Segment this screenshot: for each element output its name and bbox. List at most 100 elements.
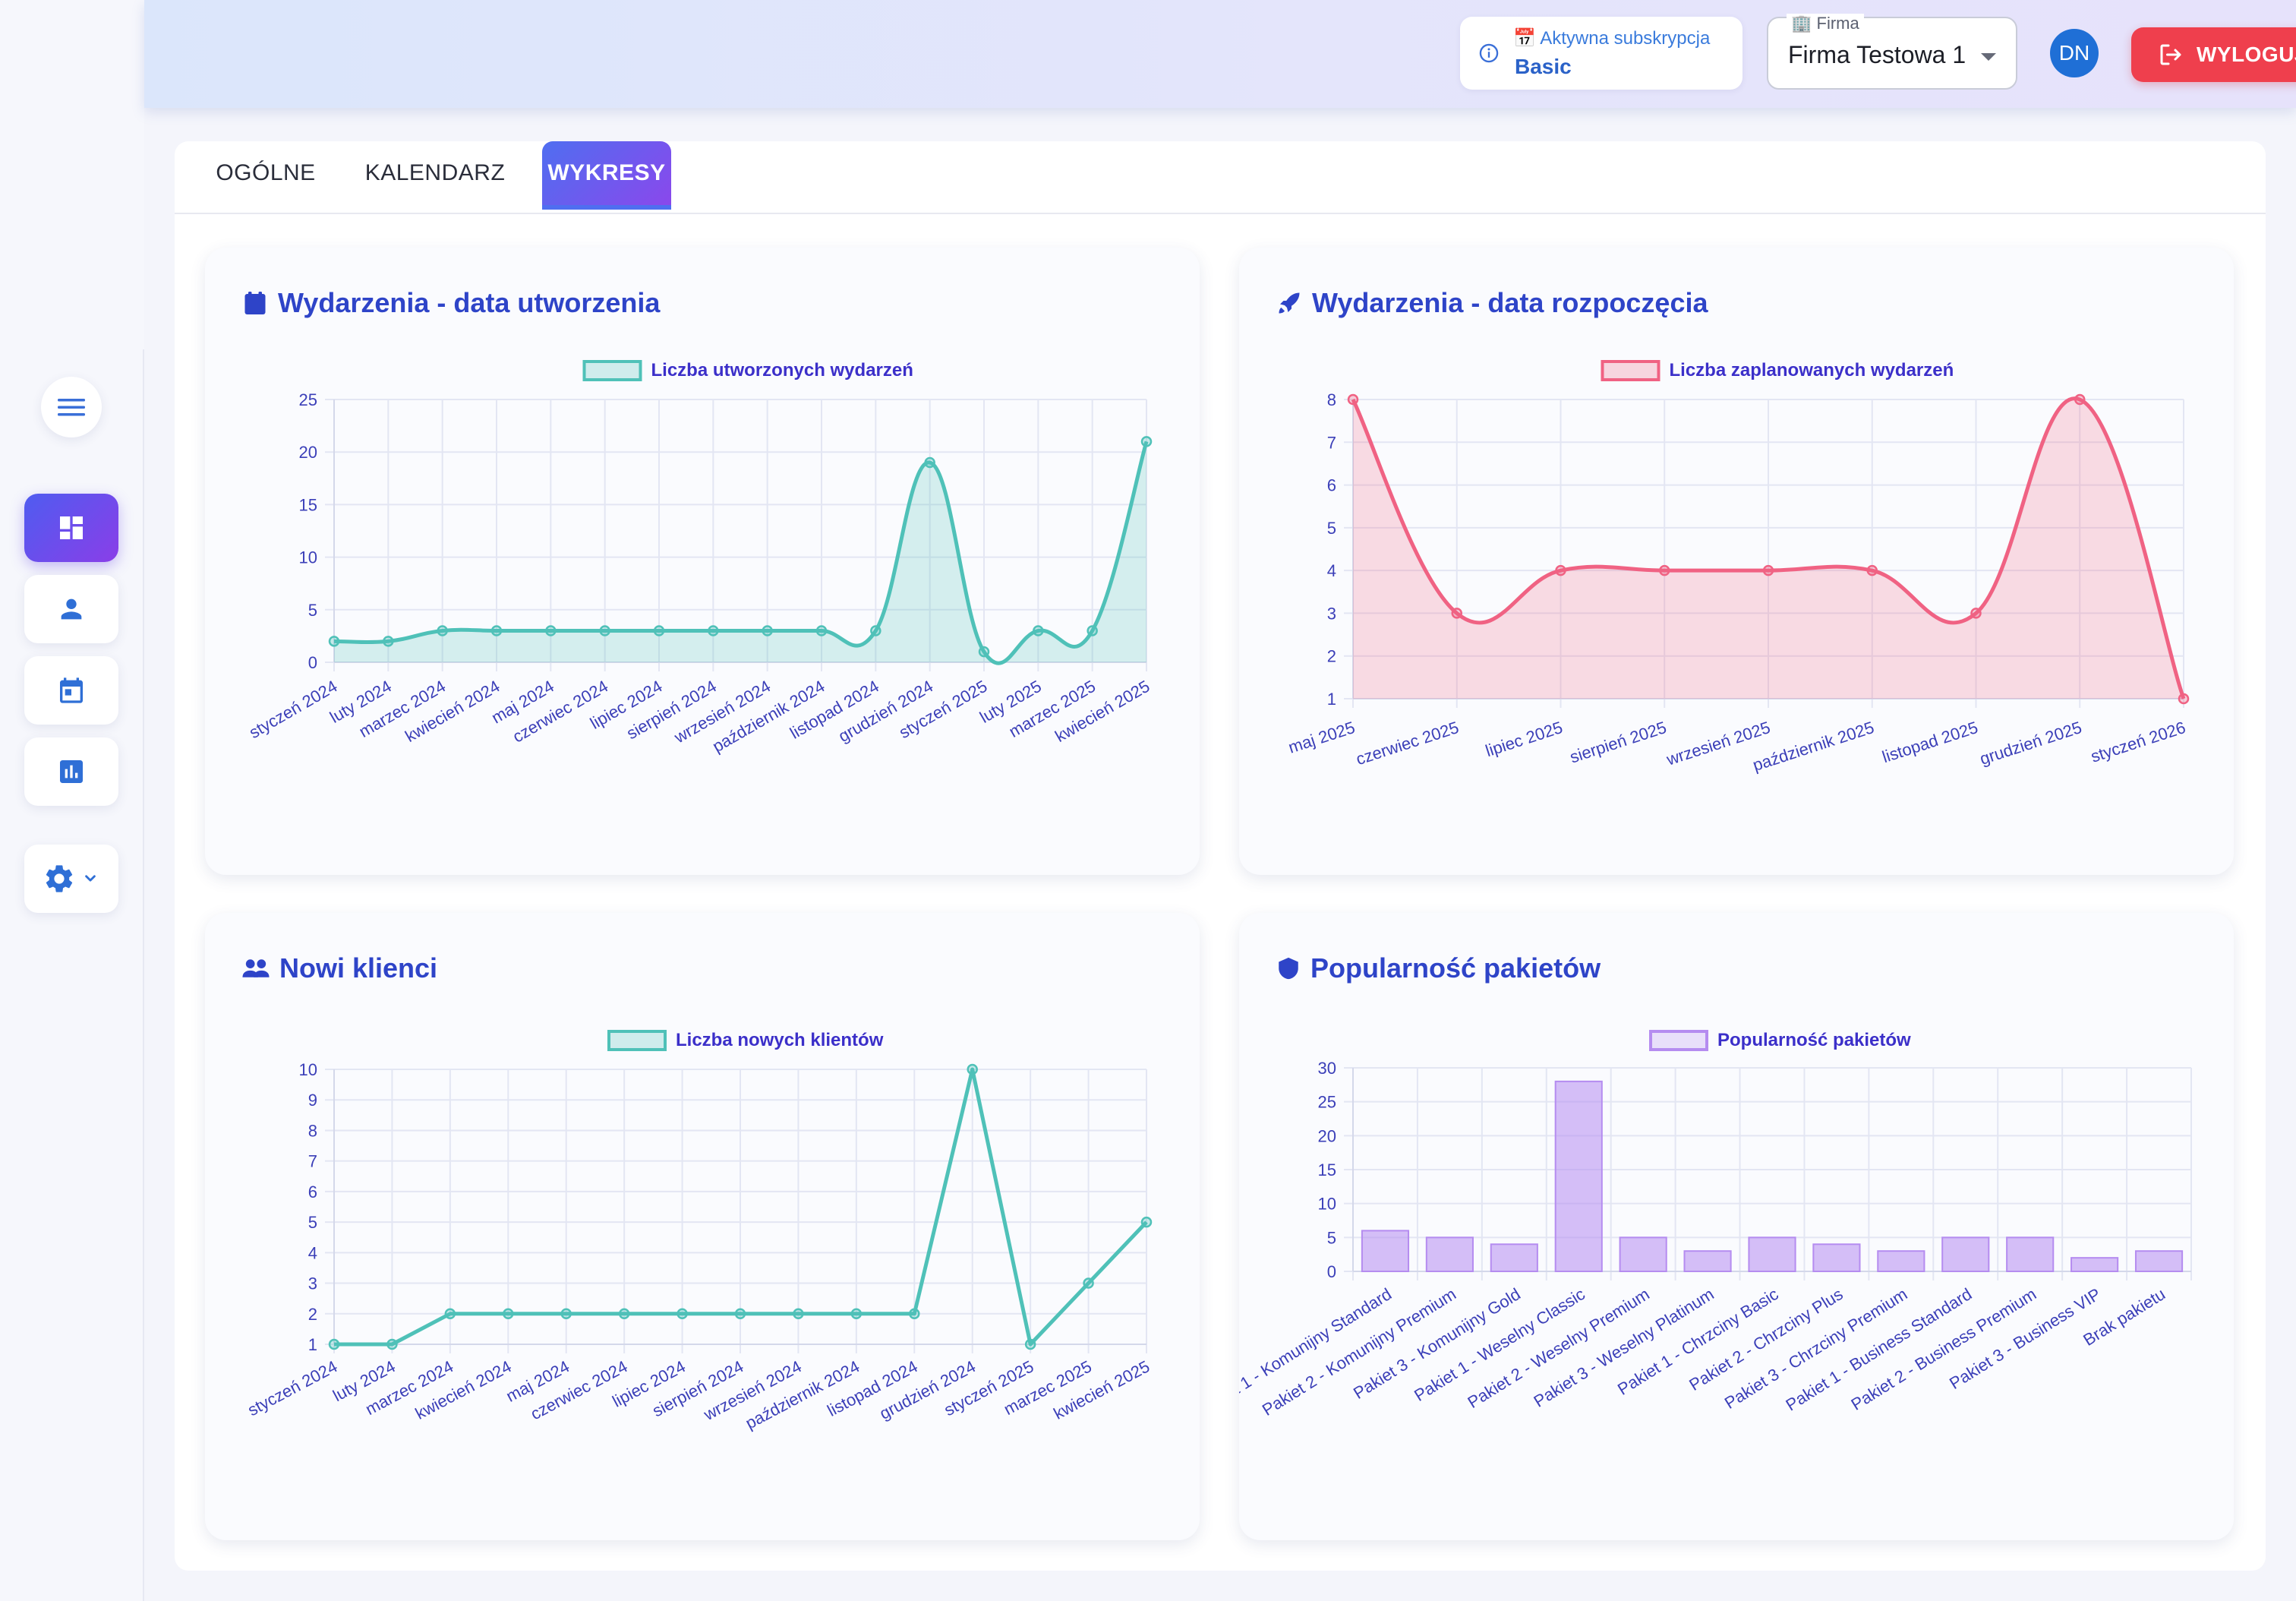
chart-events-created: Liczba utworzonych wydarzeń 0 5 10 15 20 25 sty… [246, 360, 1153, 756]
bar [1554, 1080, 1603, 1272]
y-tick-label: 20 [1318, 1126, 1336, 1145]
y-tick-label: 7 [308, 1152, 317, 1171]
y-tick-label: 10 [299, 1060, 317, 1079]
data-point [1762, 564, 1774, 576]
bar [2134, 1250, 2184, 1273]
active-tab-indicator [542, 205, 671, 210]
data-point [762, 625, 773, 636]
info-icon [1479, 43, 1499, 63]
bar [1877, 1250, 1925, 1273]
y-tick-label: 0 [1327, 1262, 1336, 1281]
people-icon [242, 959, 270, 977]
x-tick-label: styczeń 2024 [246, 677, 341, 742]
data-point [653, 625, 665, 636]
tab-charts[interactable]: WYKRESY [542, 141, 671, 205]
data-point [734, 1308, 746, 1320]
card-package-popularity: Popularność pakietów Popularność pakietó… [1239, 913, 2234, 1540]
legend-swatch [1601, 360, 1660, 381]
bar [1361, 1230, 1410, 1272]
y-tick-label: 10 [1318, 1195, 1336, 1214]
shield-icon [1279, 957, 1298, 980]
x-tick-label: czerwiec 2024 [528, 1356, 631, 1423]
legend-swatch [607, 1030, 667, 1051]
series-area [1353, 398, 2184, 699]
y-tick-label: 25 [299, 390, 317, 409]
y-tick-label: 1 [308, 1335, 317, 1354]
data-point [850, 1308, 863, 1320]
data-point [978, 646, 990, 658]
gear-icon [46, 865, 73, 892]
data-point [386, 1338, 398, 1350]
firm-select-value: Firma Testowa 1 [1788, 41, 1966, 68]
data-point [793, 1308, 804, 1320]
data-point [1451, 608, 1462, 619]
person-icon [61, 598, 82, 620]
data-point [437, 625, 448, 636]
sidebar [0, 0, 144, 1601]
card-title-clients: Nowi klienci [241, 952, 437, 984]
legend-swatch [1649, 1030, 1708, 1051]
data-point [924, 456, 935, 469]
data-point [328, 636, 340, 647]
chart-events-started: Liczba zaplanowanych wydarzeń 1 2 3 4 5 6 7 8 maj… [1286, 360, 2190, 775]
data-point [1970, 608, 1982, 619]
data-point [618, 1308, 630, 1320]
card-new-clients: Nowi klienci Liczba nowych klientów 1 2 3 4 5… [205, 913, 1200, 1540]
y-tick-label: 6 [308, 1183, 317, 1202]
data-point [503, 1308, 514, 1320]
y-tick-label: 15 [299, 495, 317, 514]
bar [1619, 1236, 1667, 1273]
data-point [1024, 1338, 1036, 1350]
top-header: 📅 Aktywna subskrypcja Basic 🏢 Firma Firm… [144, 0, 2296, 108]
sidebar-item-dashboard[interactable] [24, 494, 118, 562]
tab-calendar[interactable]: KALENDARZ [364, 160, 506, 185]
y-tick-label: 8 [308, 1121, 317, 1140]
chevron-down-icon [85, 875, 96, 882]
sidebar-item-clients[interactable] [24, 575, 118, 643]
x-tick-label: czerwiec 2025 [1354, 718, 1461, 769]
data-point [490, 625, 503, 636]
y-tick-label: 4 [1327, 561, 1336, 580]
y-tick-label: 5 [308, 1213, 317, 1232]
card-title-started: Wydarzenia - data rozpoczęcia [1276, 287, 1708, 319]
series-line [334, 1067, 1148, 1347]
avatar[interactable]: DN [2050, 29, 2099, 77]
data-point [1659, 564, 1670, 576]
data-point [444, 1308, 456, 1320]
y-tick-label: 30 [1318, 1059, 1336, 1078]
menu-toggle-button[interactable] [41, 377, 102, 437]
tab-general[interactable]: OGÓLNE [216, 160, 316, 185]
y-tick-label: 4 [308, 1243, 317, 1262]
sidebar-item-calendar[interactable] [24, 656, 118, 725]
data-point [1086, 625, 1098, 636]
x-tick-label: grudzień 2025 [1977, 718, 2083, 769]
x-tick-label: maj 2025 [1286, 718, 1358, 757]
y-tick-label: 7 [1327, 433, 1336, 452]
dashboard-icon [60, 516, 83, 539]
data-point [909, 1308, 920, 1320]
x-tick-label: lipiec 2025 [1483, 718, 1565, 760]
data-point [1555, 564, 1566, 576]
data-point [2074, 393, 2086, 406]
data-point [1140, 1216, 1153, 1228]
x-tick-label: styczeń 2026 [2089, 718, 2188, 766]
y-tick-label: 6 [1327, 476, 1336, 495]
caret-down-icon [1981, 53, 1996, 61]
firm-select[interactable]: 🏢 Firma Firma Testowa 1 [1767, 14, 2017, 90]
legend-label: Popularność pakietów [1717, 1030, 1911, 1050]
sidebar-item-charts[interactable] [24, 737, 118, 806]
x-tick-label: listopad 2025 [1880, 718, 1980, 766]
settings-menu-button[interactable] [24, 845, 118, 913]
rocket-icon [1279, 292, 1300, 314]
card-events-created: Wydarzenia - data utworzenia Liczba utwo… [205, 248, 1200, 875]
data-point [967, 1063, 978, 1075]
data-point [1866, 564, 1878, 576]
subscription-badge[interactable]: 📅 Aktywna subskrypcja Basic [1460, 17, 1742, 90]
logout-button[interactable]: WYLOGUJ (15:00) [2131, 27, 2296, 82]
bar [1941, 1236, 1990, 1273]
main-panel: OGÓLNE KALENDARZ WYKRESY Wydarzenia - da… [175, 141, 2266, 1571]
logout-icon [2160, 44, 2181, 65]
bar-chart-icon [60, 760, 83, 783]
bar [1490, 1243, 1538, 1272]
